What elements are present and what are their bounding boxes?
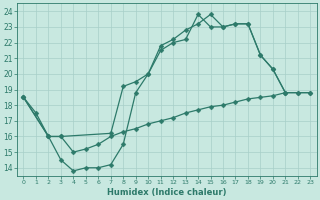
X-axis label: Humidex (Indice chaleur): Humidex (Indice chaleur) [107,188,227,197]
